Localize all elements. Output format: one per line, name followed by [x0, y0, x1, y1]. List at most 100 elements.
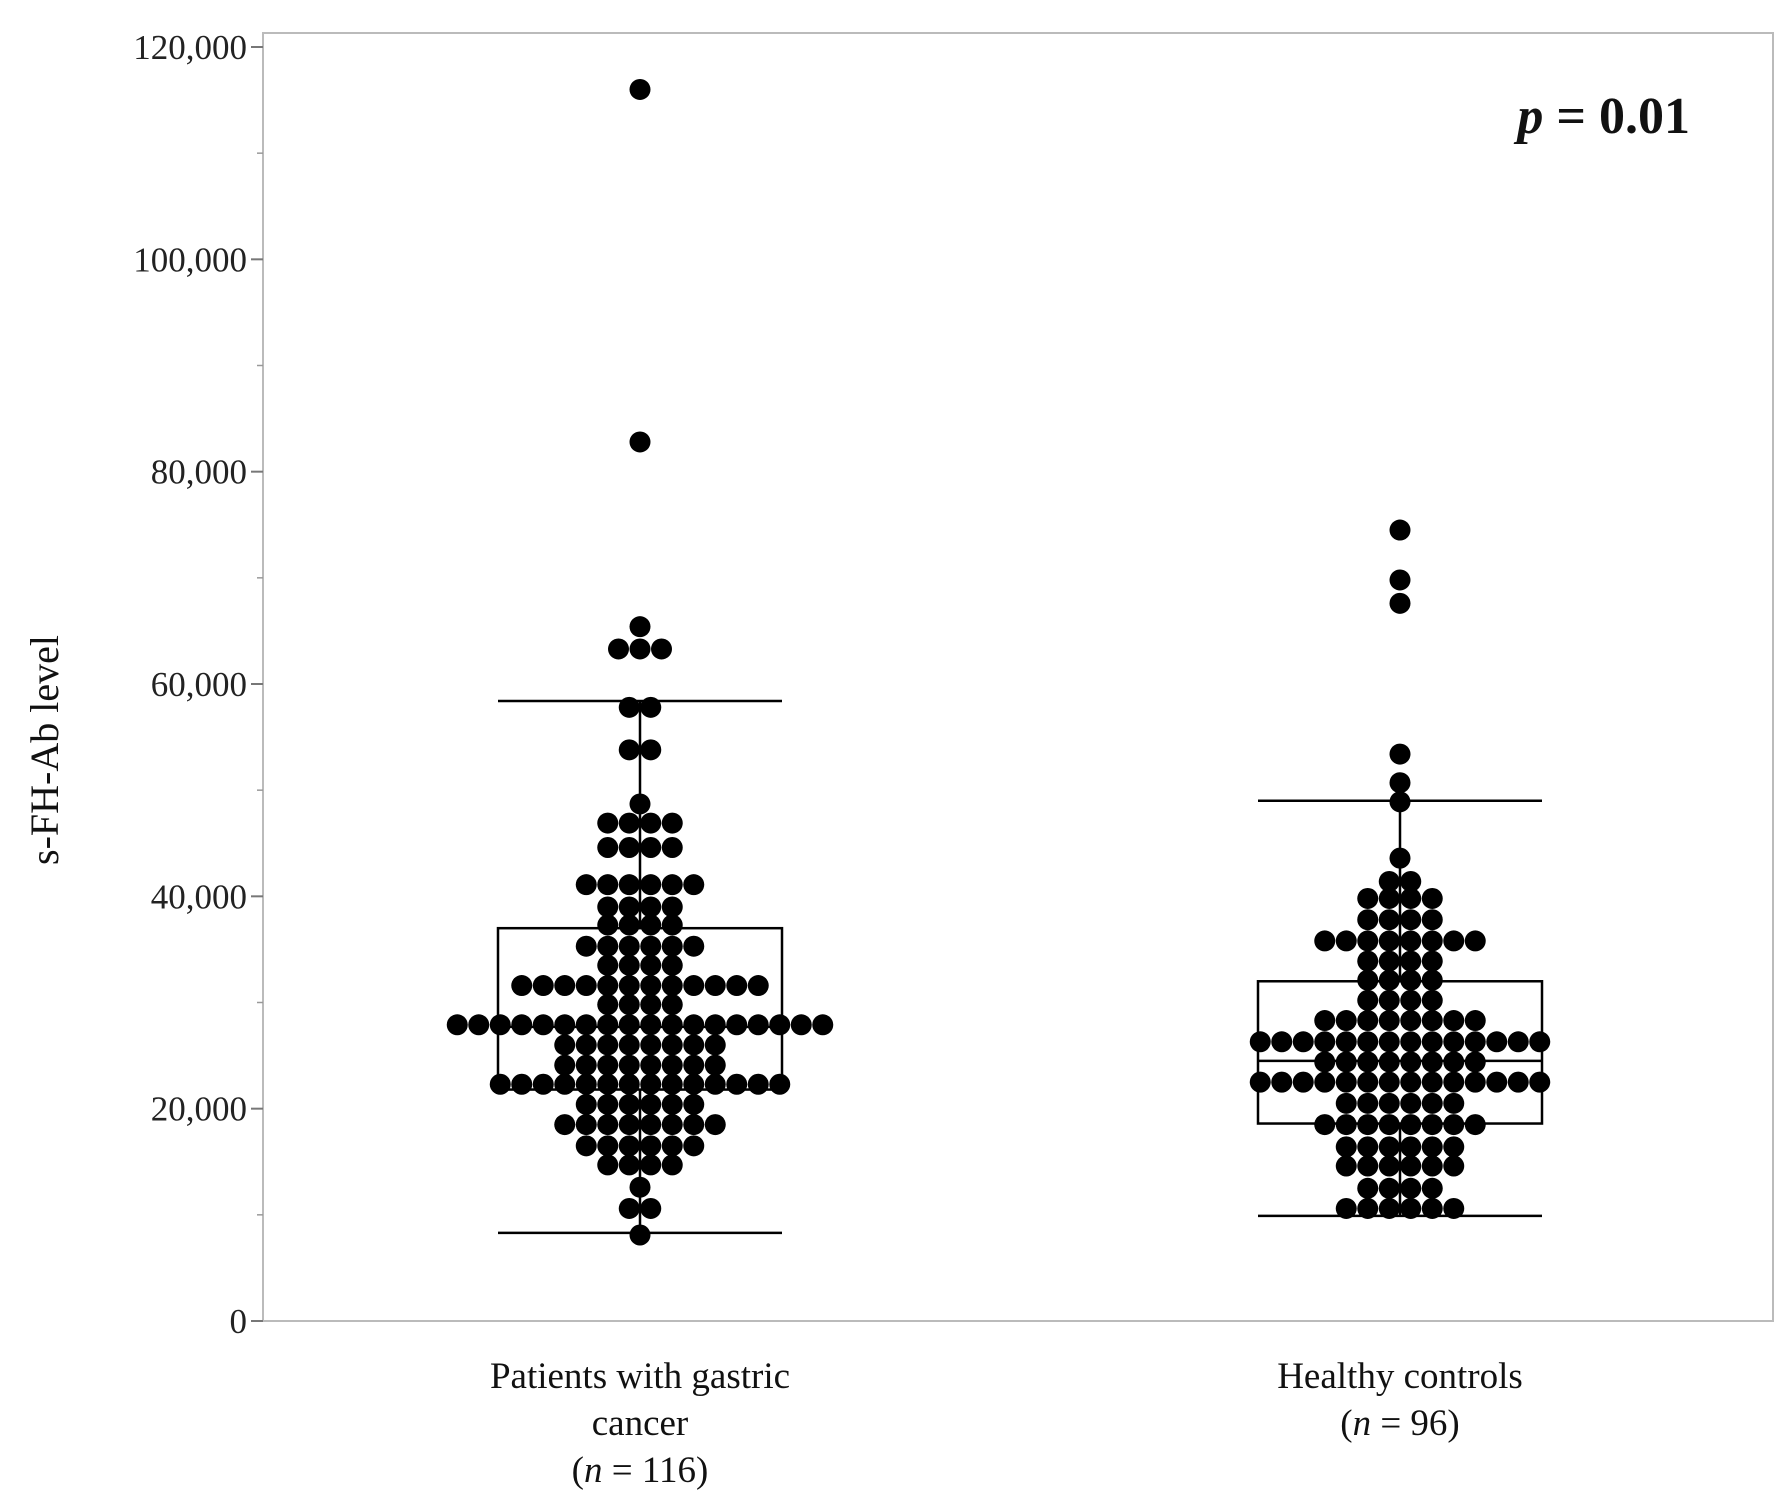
data-point [446, 1014, 468, 1036]
iqr-box [496, 926, 784, 1091]
data-point [1378, 930, 1400, 952]
data-point [1464, 1071, 1486, 1093]
data-point [1357, 1092, 1379, 1114]
data-point [532, 975, 554, 997]
data-point [597, 874, 619, 896]
data-point [661, 1073, 683, 1095]
data-point [597, 1073, 619, 1095]
group-2: Healthy controls (n = 96) [1249, 519, 1551, 1444]
data-point [1464, 1031, 1486, 1053]
p-value-annotation: p = 0.01 [1513, 88, 1690, 145]
data-point [554, 1034, 576, 1056]
data-point [597, 975, 619, 997]
data-point [1357, 1155, 1379, 1177]
data-point [489, 1073, 511, 1095]
data-point [1529, 1031, 1551, 1053]
data-point [597, 896, 619, 918]
data-point [661, 994, 683, 1016]
data-point [618, 1034, 640, 1056]
data-point [629, 638, 651, 660]
data-point [704, 1073, 726, 1095]
data-point [575, 1014, 597, 1036]
data-point [683, 1114, 705, 1136]
data-point [1529, 1071, 1551, 1093]
data-point [1378, 870, 1400, 892]
y-axis: 0 20,000 40,000 60,000 80,000 100,000 120,000 [133, 28, 263, 1341]
data-point [597, 836, 619, 858]
sample-size-label: (n = 96) [1340, 1403, 1460, 1444]
data-point [618, 1197, 640, 1219]
category-label: cancer [592, 1403, 689, 1444]
data-point [1507, 1031, 1529, 1053]
data-point [1443, 1136, 1465, 1158]
data-point [683, 1054, 705, 1076]
data-point [1389, 772, 1411, 794]
data-point [1357, 1031, 1379, 1053]
data-point [1378, 1092, 1400, 1114]
data-point [597, 812, 619, 834]
data-point [1443, 930, 1465, 952]
data-point [597, 1014, 619, 1036]
data-point [1249, 1071, 1271, 1093]
data-point [1378, 969, 1400, 991]
y-tick-label: 60,000 [151, 665, 247, 704]
data-point [1357, 969, 1379, 991]
groups-layer: Patients with gastric cancer (n = 116) Heal… [446, 78, 1551, 1491]
data-point [726, 1073, 748, 1095]
data-point [1378, 1114, 1400, 1136]
data-point [618, 696, 640, 718]
data-point [554, 1073, 576, 1095]
data-point [661, 935, 683, 957]
data-point [640, 739, 662, 761]
data-point [1421, 1114, 1443, 1136]
data-point [618, 1054, 640, 1076]
data-point [1378, 989, 1400, 1011]
data-point [1421, 1177, 1443, 1199]
data-point [1421, 1031, 1443, 1053]
data-point [1378, 1155, 1400, 1177]
data-point [1421, 1136, 1443, 1158]
data-point [618, 914, 640, 936]
data-point [661, 1135, 683, 1157]
data-point [1357, 950, 1379, 972]
data-point [1378, 950, 1400, 972]
data-point [1400, 1071, 1422, 1093]
data-point [597, 1093, 619, 1115]
sample-size-label: (n = 116) [572, 1450, 709, 1491]
data-point [704, 1114, 726, 1136]
data-point [640, 935, 662, 957]
data-point [640, 1034, 662, 1056]
data-point [1507, 1071, 1529, 1093]
data-point [1421, 1010, 1443, 1032]
data-point [1464, 1114, 1486, 1136]
data-point [661, 1014, 683, 1036]
data-point [1335, 1197, 1357, 1219]
data-point [1357, 1010, 1379, 1032]
data-point [640, 1014, 662, 1036]
plot-frame [262, 32, 1774, 1322]
y-tick-label: 80,000 [151, 453, 247, 492]
data-point [618, 994, 640, 1016]
data-point [597, 935, 619, 957]
y-tick-label: 40,000 [151, 877, 247, 916]
data-point [1400, 969, 1422, 991]
data-point [1400, 1114, 1422, 1136]
data-point [629, 78, 651, 100]
data-point [618, 739, 640, 761]
data-point [1357, 1197, 1379, 1219]
data-point [629, 1224, 651, 1246]
data-point [575, 1073, 597, 1095]
data-point [629, 431, 651, 453]
data-point [704, 1014, 726, 1036]
data-point [554, 1014, 576, 1036]
data-point [1443, 1197, 1465, 1219]
data-point [1378, 1071, 1400, 1093]
data-point [1378, 1177, 1400, 1199]
y-tick-label: 0 [230, 1302, 248, 1341]
data-point [532, 1014, 554, 1036]
data-point [1421, 930, 1443, 952]
data-point [683, 935, 705, 957]
data-point [575, 1054, 597, 1076]
data-point [747, 975, 769, 997]
data-point [597, 1135, 619, 1157]
